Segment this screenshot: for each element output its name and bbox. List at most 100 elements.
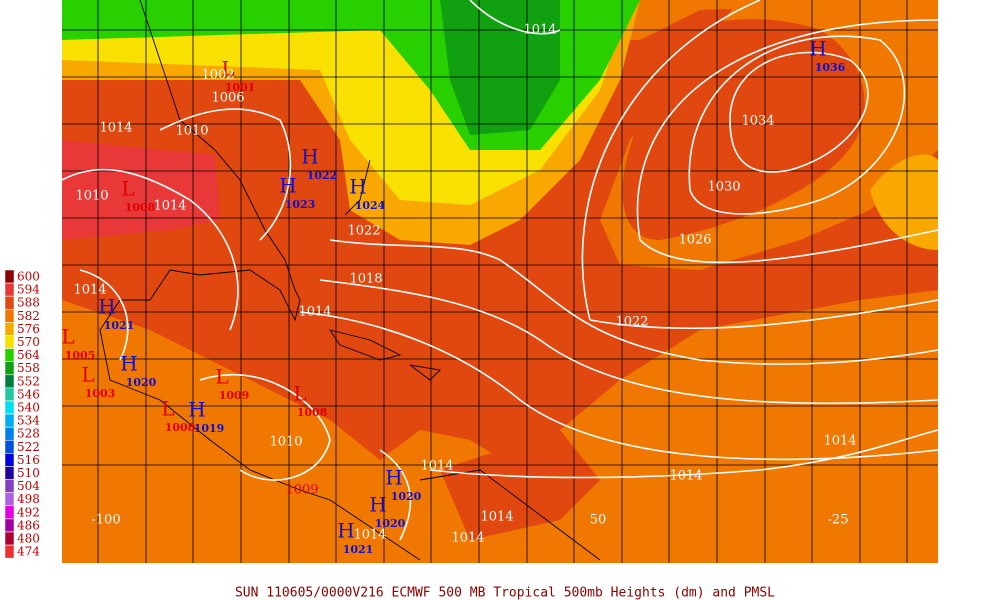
legend-label: 522 [17, 440, 40, 454]
isobar-label: 1026 [678, 233, 711, 248]
high-symbol: H [301, 145, 318, 169]
isobar-label: 1014 [451, 531, 484, 546]
legend-swatch [4, 544, 15, 559]
legend-swatch [4, 518, 15, 533]
legend-label: 552 [17, 374, 40, 388]
legend-label: 564 [17, 348, 40, 362]
legend-label: 486 [17, 518, 40, 532]
isobar-label: 1006 [211, 91, 244, 106]
legend-swatch [4, 348, 15, 362]
high-pressure: 1020 [126, 376, 157, 389]
longitude-label: -25 [828, 513, 849, 528]
longitude-label: -100 [91, 513, 120, 528]
isobar-label: 1014 [99, 121, 132, 136]
low-symbol: L [215, 365, 228, 389]
legend-label: 588 [17, 296, 40, 310]
legend-swatch [4, 295, 15, 310]
high-pressure: 1020 [391, 490, 422, 503]
isobar-label: 1010 [175, 124, 208, 139]
isobar-label: 1030 [707, 180, 740, 195]
legend-swatch [4, 387, 15, 402]
isobar-label: 1014 [480, 510, 513, 525]
legend-label: 510 [17, 466, 40, 480]
high-pressure: 1021 [343, 543, 374, 556]
isobar-label: 1014 [420, 459, 453, 474]
legend-label: 570 [17, 335, 40, 349]
isobars [61, 0, 939, 541]
isobar-label: 1014 [153, 199, 186, 214]
legend-swatch [4, 479, 15, 493]
legend-label: 546 [17, 387, 40, 401]
high-symbol: H [120, 352, 137, 376]
low-pressure: 1005 [65, 349, 96, 362]
high-pressure: 1022 [307, 169, 338, 182]
isobar-label: 1010 [75, 189, 108, 204]
legend-swatch [4, 440, 15, 454]
high-symbol: H [279, 174, 296, 198]
isobar-label: 1010 [269, 435, 302, 450]
legend-swatch [4, 269, 15, 284]
legend-label: 576 [17, 322, 40, 336]
isobar-label: 1009 [285, 483, 318, 498]
legend-label: 480 [17, 532, 40, 546]
high-pressure: 1024 [355, 199, 386, 212]
isobar-label: 1034 [741, 114, 774, 129]
legend-swatch [4, 492, 15, 506]
legend-label: 534 [17, 414, 40, 428]
legend-swatch [4, 309, 15, 323]
isobar-label: 1014 [523, 23, 556, 38]
high-pressure: 1021 [104, 319, 135, 332]
legend-label: 594 [17, 283, 40, 297]
legend-swatch [4, 322, 15, 336]
low-pressure: 1008 [297, 406, 328, 419]
legend-label: 540 [17, 401, 40, 415]
low-pressure: 1009 [219, 389, 250, 402]
legend: 6005945885825765705645585525465405345285… [4, 269, 40, 559]
legend-label: 474 [17, 545, 40, 559]
legend-swatch [4, 505, 15, 520]
high-symbol: H [349, 175, 366, 199]
map-fill [62, 0, 938, 563]
high-symbol: H [98, 295, 115, 319]
legend-swatch [4, 413, 15, 428]
legend-swatch [4, 282, 15, 297]
legend-swatch [4, 361, 15, 375]
low-symbol: L [81, 363, 94, 387]
legend-swatch [4, 335, 15, 349]
low-symbol: L [121, 177, 134, 201]
legend-swatch [4, 374, 15, 389]
legend-label: 600 [17, 270, 40, 284]
isobar-label: 1022 [347, 224, 380, 239]
legend-swatch [4, 466, 15, 480]
high-pressure: 1019 [194, 422, 225, 435]
legend-label: 558 [17, 361, 40, 375]
legend-label: 492 [17, 505, 40, 519]
map-labels: H1036H1022H1023H1024H1021H1020H1019H1020… [61, 23, 856, 557]
isobar-label: 1014 [353, 528, 386, 543]
low-pressure: 1008 [125, 201, 156, 214]
high-pressure: 1020 [375, 517, 406, 530]
legend-label: 504 [17, 479, 40, 493]
grid [62, 0, 938, 563]
high-symbol: H [369, 493, 386, 517]
low-pressure: 1008 [165, 421, 196, 434]
high-symbol: H [188, 398, 205, 422]
legend-label: 528 [17, 427, 40, 441]
legend-swatch [4, 531, 15, 546]
longitude-label: 50 [590, 513, 607, 528]
caption: SUN 110605/0000V216 ECMWF 500 MB Tropica… [235, 586, 775, 600]
legend-label: 516 [17, 453, 40, 467]
isobar-label: 1014 [298, 305, 331, 320]
high-symbol: H [809, 37, 826, 61]
low-pressure: 1003 [85, 387, 116, 400]
high-pressure: 1036 [815, 61, 846, 74]
legend-label: 498 [17, 492, 40, 506]
legend-label: 582 [17, 309, 40, 323]
legend-swatch [4, 453, 15, 467]
legend-swatch [4, 400, 15, 415]
high-symbol: H [337, 519, 354, 543]
low-symbol: L [293, 382, 306, 406]
isobar-label: 1014 [73, 283, 106, 298]
isobar-label: 1014 [823, 434, 856, 449]
